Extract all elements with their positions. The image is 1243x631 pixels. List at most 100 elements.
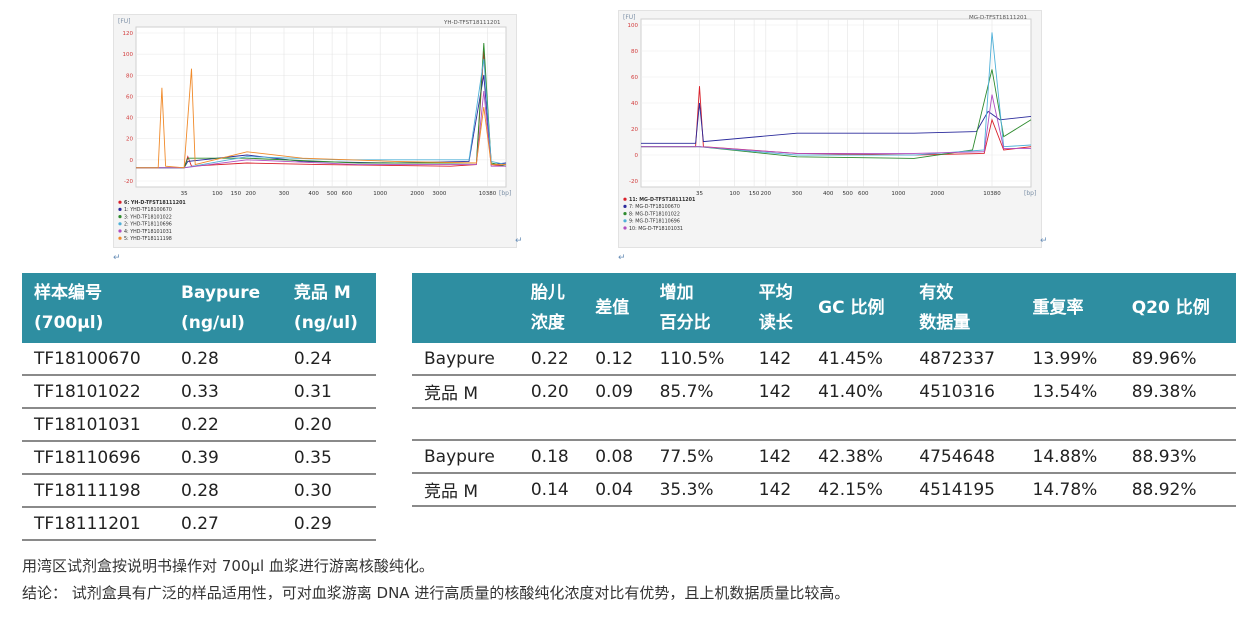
x-tick-label: 600 bbox=[342, 191, 353, 197]
table-cell: 0.20 bbox=[518, 375, 584, 409]
legend-label: 11: MG-D-TFST18111201 bbox=[629, 197, 695, 203]
table-cell: 4514195 bbox=[907, 473, 1021, 507]
table-cell: 142 bbox=[746, 343, 807, 376]
table-cell: 42.15% bbox=[806, 473, 908, 507]
x-tick-label: 10380 bbox=[479, 191, 497, 197]
legend-swatch bbox=[623, 226, 627, 230]
x-tick-label: 35 bbox=[696, 191, 703, 197]
table-cell: 85.7% bbox=[647, 375, 747, 409]
y-tick-label: 100 bbox=[628, 23, 639, 29]
table-cell: 0.30 bbox=[281, 474, 376, 508]
x-tick-label: 150 bbox=[231, 191, 242, 197]
table-cell bbox=[1020, 408, 1120, 441]
legend-swatch bbox=[118, 222, 122, 226]
table-cell: 竞品 M bbox=[412, 375, 519, 409]
table-cell: 13.54% bbox=[1020, 375, 1120, 409]
table-cell: Baypure bbox=[412, 440, 519, 474]
x-tick-label: 200 bbox=[245, 191, 256, 197]
electropherogram-left: 120 100 80 60 40 20 0 -20 35 100 150 200 300 400 500 6… bbox=[113, 14, 517, 248]
x-unit-label: [bp] bbox=[499, 190, 511, 197]
x-tick-label: 1000 bbox=[891, 191, 905, 197]
x-unit-label: [bp] bbox=[1024, 190, 1036, 197]
header-sample-id: 样本编号 (700μl) bbox=[22, 273, 169, 343]
table-cell: 142 bbox=[746, 375, 807, 409]
trace-line bbox=[641, 102, 1032, 144]
table-cell: 14.88% bbox=[1020, 440, 1120, 474]
legend-swatch bbox=[118, 236, 122, 240]
table-cell: 0.22 bbox=[169, 408, 282, 442]
table-cell: 142 bbox=[746, 473, 807, 507]
legend-label: 7: MG-D-TF18100670 bbox=[629, 204, 680, 210]
table-cell: 0.24 bbox=[281, 343, 376, 376]
notes: 用湾区试剂盒按说明书操作对 700μl 血浆进行游离核酸纯化。 结论： 试剂盒具… bbox=[22, 553, 849, 607]
table-cell: 88.93% bbox=[1119, 440, 1236, 474]
legend-swatch bbox=[623, 219, 627, 223]
x-tick-label: 300 bbox=[792, 191, 803, 197]
table-row: TF18110696 0.39 0.35 bbox=[22, 441, 376, 475]
x-tick-label: 2000 bbox=[410, 191, 424, 197]
table-cell: 0.04 bbox=[583, 473, 648, 507]
table-row: TF18101031 0.22 0.20 bbox=[22, 408, 376, 442]
table-cell: TF18110696 bbox=[22, 441, 169, 475]
y-tick-label: 60 bbox=[126, 94, 133, 100]
x-tick-label: 300 bbox=[279, 191, 290, 197]
concentration-table: 样本编号 (700μl) Baypure (ng/ul) 竞品 M (ng/ul) T… bbox=[22, 273, 376, 541]
x-tick-label: 400 bbox=[308, 191, 319, 197]
table-cell: TF18100670 bbox=[22, 343, 169, 376]
table-cell: 0.22 bbox=[518, 343, 584, 376]
chart-title: YH-D-TFST18111201 bbox=[443, 20, 500, 26]
table-cell: 142 bbox=[746, 440, 807, 474]
table-cell bbox=[518, 408, 584, 441]
table-cell: 0.18 bbox=[518, 440, 584, 474]
y-tick-label: 40 bbox=[631, 101, 638, 107]
legend-swatch bbox=[118, 215, 122, 219]
sequencing-metrics-table: 胎儿 浓度 差值 增加 百分比 平均 读长 GC 比例 有效 数据量 重复率 Q20 比… bbox=[412, 273, 1236, 507]
table-row: Baypure 0.18 0.08 77.5% 142 42.38% 4754648 14.8… bbox=[412, 440, 1236, 474]
y-tick-label: -20 bbox=[629, 179, 638, 185]
y-unit-label: [FU] bbox=[623, 14, 636, 21]
chart-title: MG-D-TFST18111201 bbox=[969, 15, 1027, 21]
y-tick-label: 20 bbox=[126, 137, 133, 143]
table-cell: TF18111198 bbox=[22, 474, 169, 508]
table-cell bbox=[647, 408, 747, 441]
table-cell bbox=[412, 408, 519, 441]
table-cell bbox=[907, 408, 1021, 441]
y-tick-label: 120 bbox=[123, 31, 134, 37]
header-baypure: Baypure (ng/ul) bbox=[169, 273, 282, 343]
table-cell bbox=[583, 408, 648, 441]
y-tick-label: 80 bbox=[631, 49, 638, 55]
table-cell bbox=[746, 408, 807, 441]
table-row: TF18111198 0.28 0.30 bbox=[22, 474, 376, 508]
table-cell: 0.28 bbox=[169, 343, 282, 376]
table-cell: 89.38% bbox=[1119, 375, 1236, 409]
x-tick-label: 150 bbox=[749, 191, 760, 197]
table-row: TF18111201 0.27 0.29 bbox=[22, 507, 376, 541]
x-tick-label: 35 bbox=[181, 191, 188, 197]
x-tick-label: 10380 bbox=[983, 191, 1001, 197]
table-cell: 0.39 bbox=[169, 441, 282, 475]
y-unit-label: [FU] bbox=[118, 18, 131, 25]
header-fetal-concentration: 胎儿 浓度 bbox=[518, 273, 584, 343]
note-method: 用湾区试剂盒按说明书操作对 700μl 血浆进行游离核酸纯化。 bbox=[22, 557, 434, 575]
x-tick-label: 400 bbox=[823, 191, 834, 197]
table-cell: 0.09 bbox=[583, 375, 648, 409]
table-spacer-row bbox=[412, 408, 1236, 441]
x-tick-label: 2000 bbox=[930, 191, 944, 197]
legend-swatch bbox=[118, 207, 122, 211]
y-tick-label: 40 bbox=[126, 116, 133, 122]
x-tick-label: 100 bbox=[729, 191, 740, 197]
table-cell: 110.5% bbox=[647, 343, 747, 376]
table-cell: 35.3% bbox=[647, 473, 747, 507]
table-cell: TF18101031 bbox=[22, 408, 169, 442]
legend-label: 1: YHD-TF18100670 bbox=[124, 207, 172, 213]
table-cell: 竞品 M bbox=[412, 473, 519, 507]
x-tick-label: 200 bbox=[761, 191, 772, 197]
header-q20-ratio: Q20 比例 bbox=[1119, 273, 1236, 343]
legend-label: 4: YHD-TF18101031 bbox=[124, 229, 172, 235]
table-cell: 42.38% bbox=[806, 440, 908, 474]
y-tick-label: -20 bbox=[124, 179, 133, 185]
table-cell bbox=[1119, 408, 1236, 441]
table-cell: 41.45% bbox=[806, 343, 908, 376]
y-tick-label: 0 bbox=[635, 153, 639, 159]
